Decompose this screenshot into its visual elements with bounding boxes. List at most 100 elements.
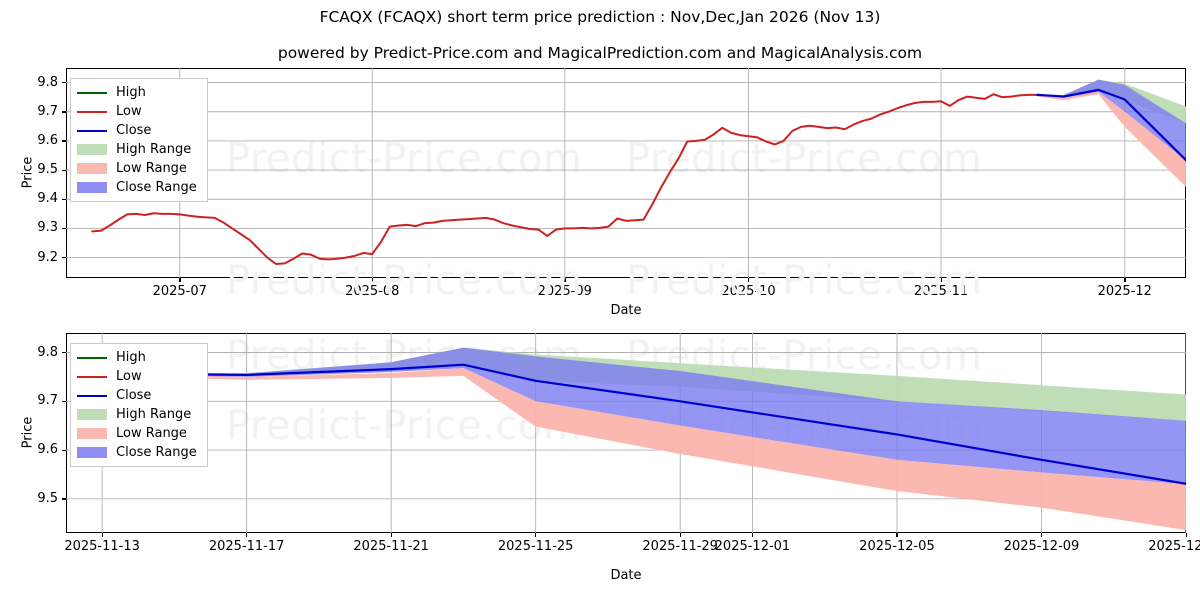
legend-item-label: High [116, 85, 146, 100]
forecast-x-tick-label: 2025-11-13 [64, 539, 140, 554]
y-tick-mark [62, 169, 66, 171]
band-close-range [1037, 79, 1186, 161]
forecast-y-tick-label: 9.5 [37, 490, 58, 506]
x-tick-mark [246, 533, 248, 537]
legend-item-low-range[interactable]: Low Range [77, 159, 199, 178]
overview-y-tick-label: 9.2 [37, 249, 58, 265]
y-tick-mark [62, 400, 66, 403]
forecast-x-tick-label: 2025-11-17 [208, 539, 285, 554]
overview-y-tick-label: 9.3 [37, 220, 58, 236]
legend-item-label: Close [116, 123, 152, 138]
overview-x-tick-label: 2025-10 [721, 284, 776, 299]
overview-x-tick-label: 2025-12 [1097, 284, 1152, 299]
forecast-x-tick-label: 2025-12-09 [1003, 539, 1080, 554]
x-tick-mark [896, 533, 898, 537]
legend-patch-swatch-icon [77, 144, 107, 155]
forecast-x-tick-label: 2025-12-13 [1148, 539, 1200, 554]
legend-patch-swatch-icon [77, 428, 107, 439]
legend-line-swatch-icon [77, 356, 107, 359]
x-tick-mark [179, 278, 181, 282]
page-subtitle: powered by Predict-Price.com and Magical… [277, 44, 923, 62]
legend-item-high[interactable]: High [77, 348, 199, 367]
overview-x-tick-label: 2025-09 [537, 284, 592, 299]
y-tick-mark [62, 198, 66, 201]
legend-patch-swatch-icon [77, 182, 107, 193]
forecast-x-tick-label: 2025-12-01 [714, 539, 791, 554]
y-tick-mark [62, 498, 66, 500]
y-tick-mark [62, 257, 66, 259]
legend-patch-swatch-icon [77, 447, 107, 458]
forecast-y-tick-label: 9.8 [37, 344, 58, 360]
legend-line-swatch-icon [77, 394, 107, 397]
overview-y-tick-label: 9.8 [37, 74, 58, 90]
overview-y-tick-label: 9.7 [37, 103, 58, 119]
overview-x-axis-label: Date [610, 303, 642, 318]
legend-item-low[interactable]: Low [77, 102, 199, 121]
legend-patch-swatch-icon [77, 163, 107, 174]
legend-item-label: Close [116, 388, 152, 403]
legend-item-close-range[interactable]: Close Range [77, 178, 199, 197]
legend-line-swatch-icon [77, 129, 107, 132]
legend-item-high[interactable]: High [77, 83, 199, 102]
series-line-close [101, 363, 1186, 485]
x-tick-mark [1124, 278, 1126, 282]
legend-item-close[interactable]: Close [77, 386, 199, 405]
legend-item-low-range[interactable]: Low Range [77, 424, 199, 443]
forecast-x-axis-label: Date [610, 568, 642, 583]
legend-item-label: Low [116, 369, 142, 384]
legend-line-swatch-icon [77, 375, 107, 378]
overview-y-tick-label: 9.4 [37, 191, 58, 207]
legend-line-swatch-icon [77, 91, 107, 94]
legend-item-high-range[interactable]: High Range [77, 140, 199, 159]
series-line-close [1036, 88, 1186, 162]
legend-item-label: Close Range [116, 445, 197, 460]
band-low-range [102, 368, 1186, 531]
legend-item-label: Low [116, 104, 142, 119]
x-tick-mark [564, 278, 566, 282]
forecast-x-tick-label: 2025-11-21 [353, 539, 429, 554]
x-tick-mark [940, 278, 942, 282]
overview-legend: High Low Close High Range Low Range Close Ran… [70, 78, 208, 202]
x-tick-mark [371, 278, 374, 282]
x-tick-mark [1185, 533, 1187, 537]
y-tick-mark [62, 227, 66, 230]
x-tick-mark [1040, 533, 1043, 537]
legend-item-label: Close Range [116, 180, 197, 195]
forecast-legend: High Low Close High Range Low Range Close Ran… [70, 343, 208, 467]
band-close-range [102, 347, 1186, 485]
page-title: FCAQX (FCAQX) short term price predictio… [319, 8, 881, 26]
forecast-y-tick-label: 9.7 [37, 393, 58, 409]
forecast-x-tick-label: 2025-11-29 [642, 539, 718, 554]
legend-item-close-range[interactable]: Close Range [77, 443, 199, 462]
x-tick-mark [679, 533, 681, 537]
y-tick-mark [62, 449, 66, 451]
y-tick-mark [62, 140, 66, 142]
y-tick-mark [62, 352, 66, 354]
legend-item-close[interactable]: Close [77, 121, 199, 140]
legend-item-label: Low Range [116, 161, 187, 176]
x-tick-mark [535, 533, 537, 537]
forecast-x-tick-label: 2025-11-25 [497, 539, 574, 554]
overview-x-tick-label: 2025-07 [152, 284, 207, 299]
x-tick-mark [748, 278, 750, 282]
legend-patch-swatch-icon [77, 409, 107, 420]
band-low-range [1037, 91, 1186, 187]
series-line-low [91, 93, 1039, 265]
legend-item-low[interactable]: Low [77, 367, 199, 386]
legend-line-swatch-icon [77, 110, 107, 113]
forecast-y-tick-label: 9.6 [37, 442, 58, 458]
x-tick-mark [390, 533, 392, 537]
legend-item-high-range[interactable]: High Range [77, 405, 199, 424]
legend-item-label: High [116, 350, 146, 365]
y-tick-mark [62, 111, 66, 113]
y-tick-mark [62, 82, 66, 84]
legend-item-label: Low Range [116, 426, 187, 441]
forecast-x-tick-label: 2025-12-05 [859, 539, 935, 554]
overview-y-tick-label: 9.6 [37, 132, 58, 148]
overview-x-tick-label: 2025-11 [913, 284, 969, 299]
x-tick-mark [101, 533, 103, 537]
overview-y-tick-label: 9.5 [37, 162, 58, 178]
legend-item-label: High Range [116, 407, 192, 422]
